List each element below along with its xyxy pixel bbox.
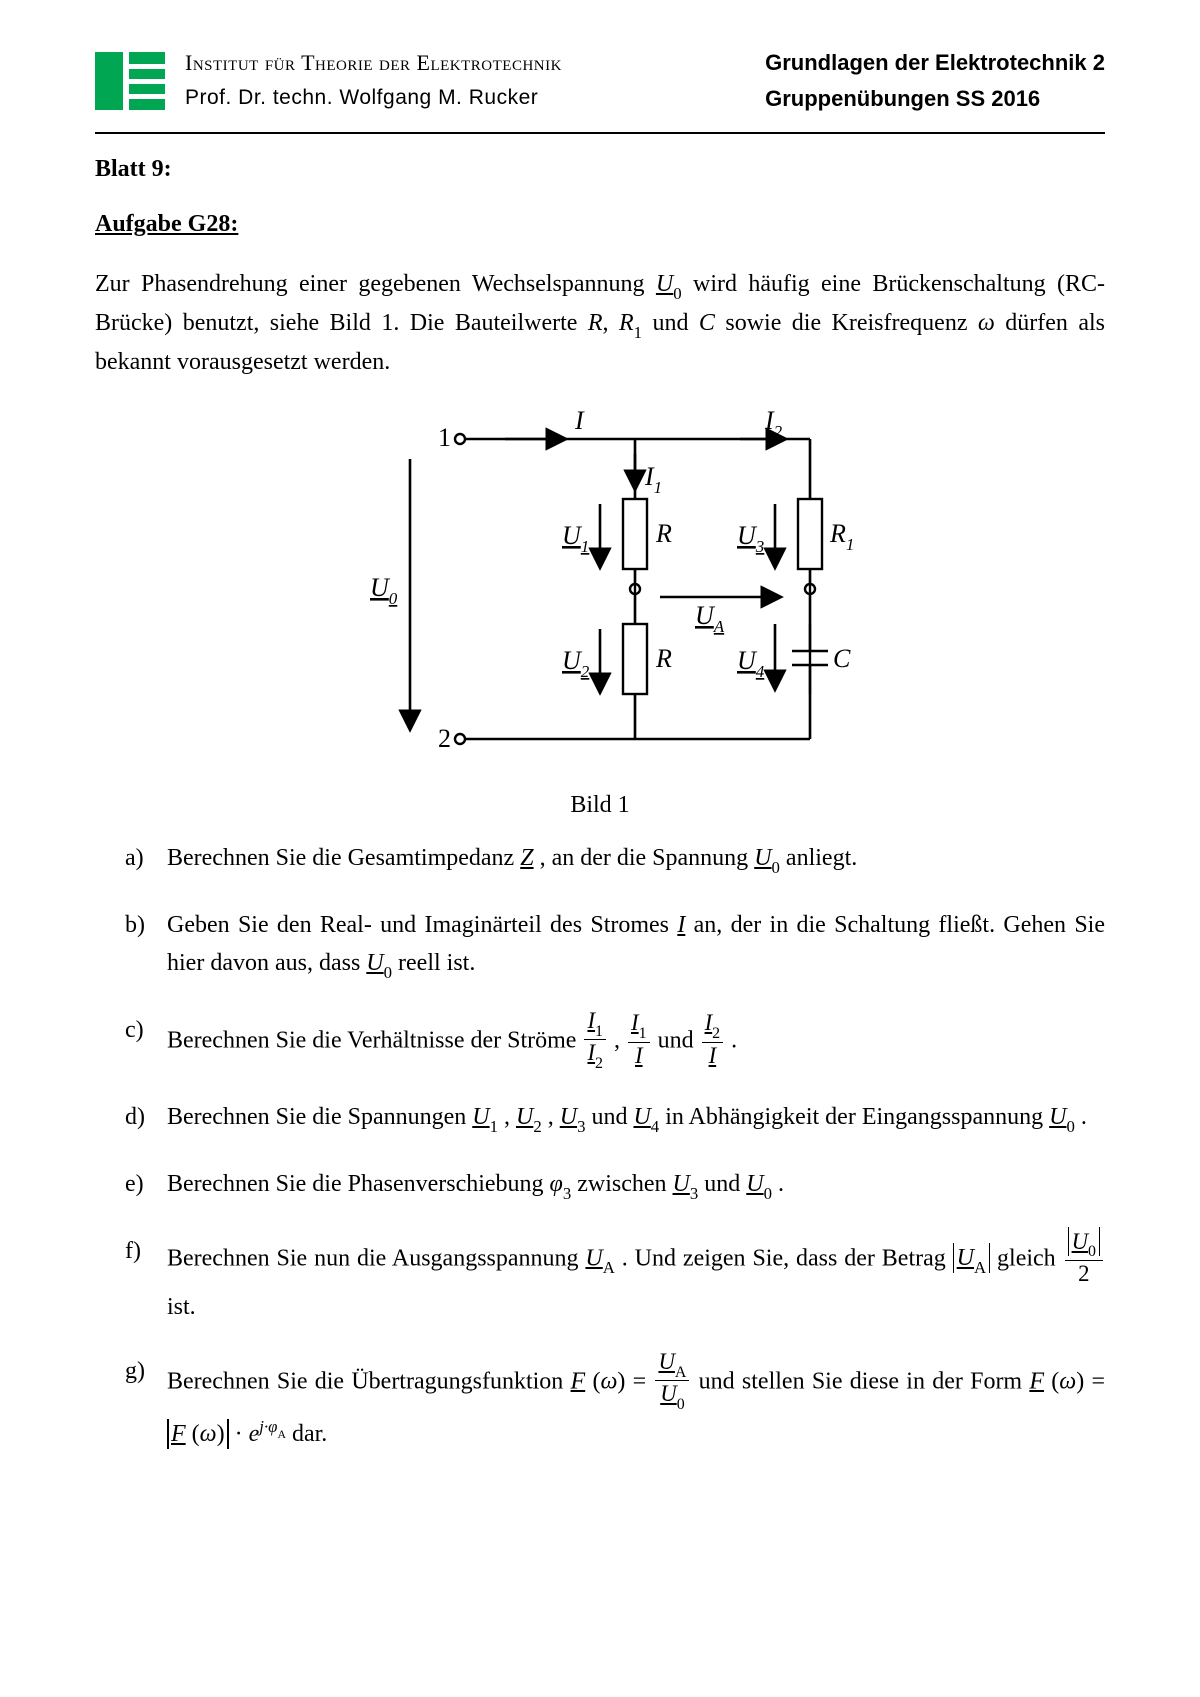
svg-text:U4: U4 — [737, 646, 765, 681]
intro-paragraph: Zur Phasendrehung einer gegebenen Wechse… — [95, 266, 1105, 381]
institute-name: Institut für Theorie der Elektrotechnik — [185, 50, 562, 76]
item-d: d) Berechnen Sie die Spannungen U1 , U2 … — [125, 1098, 1105, 1139]
institute-logo — [95, 52, 165, 110]
item-f: f) Berechnen Sie nun die Ausgangsspannun… — [125, 1232, 1105, 1327]
svg-text:1: 1 — [438, 423, 451, 452]
exercise-label: Aufgabe G28: — [95, 211, 1105, 238]
svg-text:U0: U0 — [370, 573, 398, 608]
item-b: b) Geben Sie den Real- und Imaginärteil … — [125, 906, 1105, 985]
svg-text:UA: UA — [695, 601, 725, 636]
question-list: a) Berechnen Sie die Gesamtimpedanz Z , … — [125, 839, 1105, 1453]
svg-text:I2: I2 — [764, 406, 783, 441]
professor-name: Prof. Dr. techn. Wolfgang M. Rucker — [185, 86, 562, 110]
svg-text:C: C — [833, 644, 851, 673]
course-name: Grundlagen der Elektrotechnik 2 — [765, 50, 1105, 76]
item-e: e) Berechnen Sie die Phasenverschiebung … — [125, 1165, 1105, 1206]
svg-text:R: R — [655, 519, 672, 548]
item-g: g) Berechnen Sie die Übertragungsfunktio… — [125, 1352, 1105, 1453]
term-name: Gruppenübungen SS 2016 — [765, 86, 1105, 112]
svg-text:R: R — [655, 644, 672, 673]
svg-text:2: 2 — [438, 724, 451, 753]
figure-caption: Bild 1 — [570, 792, 629, 819]
svg-text:U3: U3 — [737, 521, 764, 556]
svg-text:U2: U2 — [562, 646, 590, 681]
circuit-diagram: 1 2 I I2 I1 U0 U1 U2 U3 U4 UA R R R1 C — [340, 399, 860, 784]
svg-text:U1: U1 — [562, 521, 589, 556]
item-c: c) Berechnen Sie die Verhältnisse der St… — [125, 1011, 1105, 1073]
item-a: a) Berechnen Sie die Gesamtimpedanz Z , … — [125, 839, 1105, 880]
svg-text:I1: I1 — [644, 462, 662, 497]
page-header: Institut für Theorie der Elektrotechnik … — [95, 50, 1105, 134]
svg-text:R1: R1 — [829, 519, 854, 554]
svg-text:I: I — [574, 406, 585, 435]
sheet-label: Blatt 9: — [95, 156, 1105, 183]
